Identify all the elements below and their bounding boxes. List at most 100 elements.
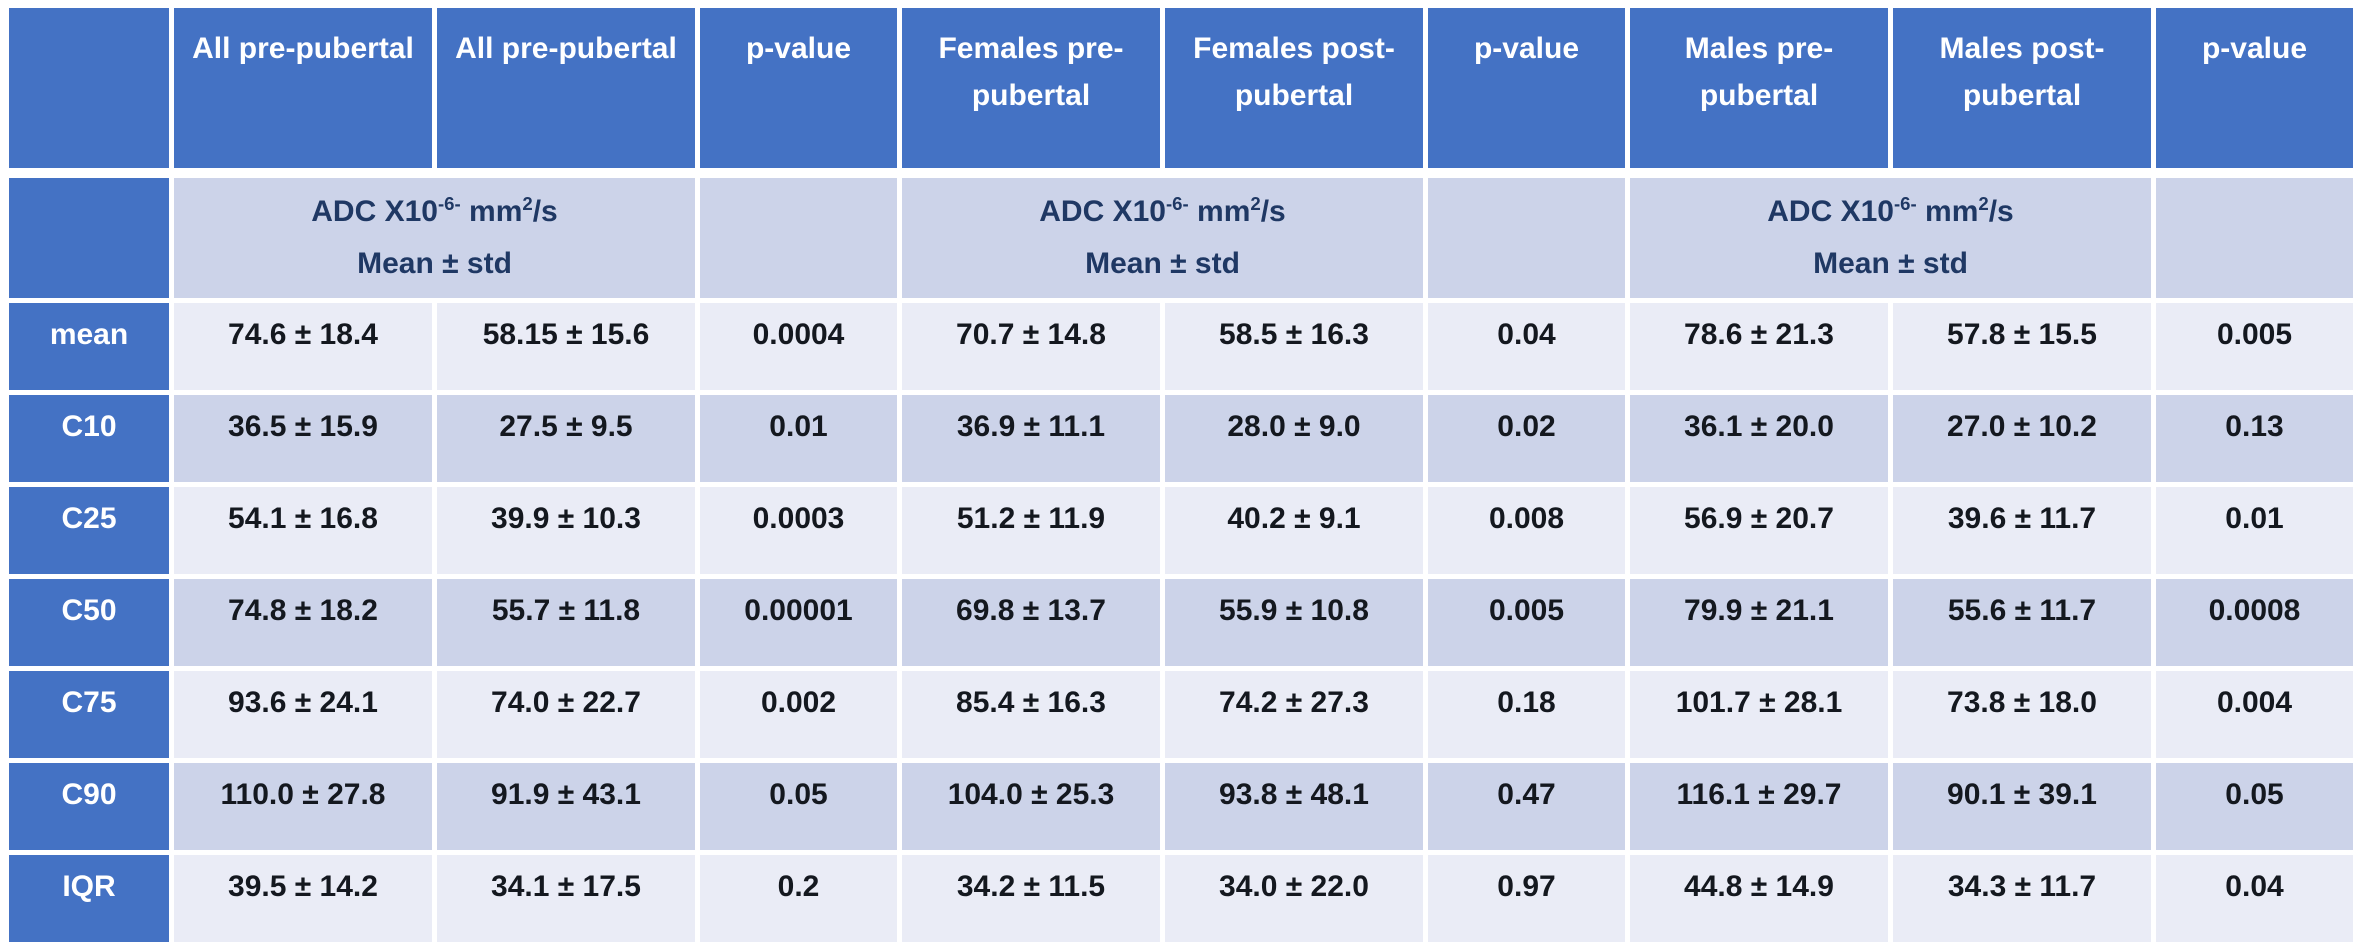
- cell: 93.8 ± 48.1: [1165, 763, 1423, 850]
- cell: 0.01: [2156, 487, 2353, 574]
- cell: 0.002: [700, 671, 897, 758]
- cell: 28.0 ± 9.0: [1165, 395, 1423, 482]
- cell: 36.9 ± 11.1: [902, 395, 1160, 482]
- cell: 34.2 ± 11.5: [902, 855, 1160, 942]
- unit-mid: mm: [1188, 194, 1251, 228]
- cell: 0.18: [1428, 671, 1625, 758]
- table-row-c10: C10 36.5 ± 15.9 27.5 ± 9.5 0.01 36.9 ± 1…: [9, 395, 2353, 482]
- cell: 79.9 ± 21.1: [1630, 579, 1888, 666]
- table-row-c90: C90 110.0 ± 27.8 91.9 ± 43.1 0.05 104.0 …: [9, 763, 2353, 850]
- subheader-adc-unit-males: ADC X10-6- mm2/s Mean ± std: [1630, 178, 2151, 298]
- cell: 0.01: [700, 395, 897, 482]
- unit-square: 2: [1250, 192, 1261, 214]
- cell: 39.9 ± 10.3: [437, 487, 695, 574]
- cell: 34.0 ± 22.0: [1165, 855, 1423, 942]
- unit-square: 2: [522, 192, 533, 214]
- header-row: All pre-pubertal All pre-pubertal p-valu…: [9, 8, 2353, 173]
- subheader-row: ADC X10-6- mm2/s Mean ± std ADC X10-6- m…: [9, 178, 2353, 298]
- cell: 58.15 ± 15.6: [437, 303, 695, 390]
- cell: 85.4 ± 16.3: [902, 671, 1160, 758]
- cell: 0.00001: [700, 579, 897, 666]
- unit-mid: mm: [460, 194, 523, 228]
- cell: 0.0008: [2156, 579, 2353, 666]
- cell: 0.005: [1428, 579, 1625, 666]
- cell: 44.8 ± 14.9: [1630, 855, 1888, 942]
- cell: 34.3 ± 11.7: [1893, 855, 2151, 942]
- cell: 55.7 ± 11.8: [437, 579, 695, 666]
- cell: 0.05: [700, 763, 897, 850]
- cell: 39.5 ± 14.2: [174, 855, 432, 942]
- cell: 101.7 ± 28.1: [1630, 671, 1888, 758]
- cell: 51.2 ± 11.9: [902, 487, 1160, 574]
- unit-suffix: /s: [1260, 194, 1286, 228]
- mean-std-label: Mean ± std: [1813, 247, 1968, 280]
- cell: 39.6 ± 11.7: [1893, 487, 2151, 574]
- cell: 73.8 ± 18.0: [1893, 671, 2151, 758]
- table-row-c25: C25 54.1 ± 16.8 39.9 ± 10.3 0.0003 51.2 …: [9, 487, 2353, 574]
- table-row-c50: C50 74.8 ± 18.2 55.7 ± 11.8 0.00001 69.8…: [9, 579, 2353, 666]
- cell: 69.8 ± 13.7: [902, 579, 1160, 666]
- cell: 27.5 ± 9.5: [437, 395, 695, 482]
- cell: 0.008: [1428, 487, 1625, 574]
- cell: 56.9 ± 20.7: [1630, 487, 1888, 574]
- header-females-post-pubertal: Females post-pubertal: [1165, 8, 1423, 173]
- row-label: C75: [9, 671, 169, 758]
- unit-exponent: -6-: [1165, 192, 1189, 214]
- unit-mid: mm: [1916, 194, 1979, 228]
- unit-prefix: ADC X10: [1039, 194, 1166, 228]
- cell: 74.0 ± 22.7: [437, 671, 695, 758]
- cell: 0.2: [700, 855, 897, 942]
- cell: 0.02: [1428, 395, 1625, 482]
- corner-cell: [9, 8, 169, 173]
- cell: 54.1 ± 16.8: [174, 487, 432, 574]
- cell: 70.7 ± 14.8: [902, 303, 1160, 390]
- header-all-pre-pubertal-1: All pre-pubertal: [174, 8, 432, 173]
- cell: 74.2 ± 27.3: [1165, 671, 1423, 758]
- cell: 78.6 ± 21.3: [1630, 303, 1888, 390]
- table-row-c75: C75 93.6 ± 24.1 74.0 ± 22.7 0.002 85.4 ±…: [9, 671, 2353, 758]
- cell: 27.0 ± 10.2: [1893, 395, 2151, 482]
- cell: 40.2 ± 9.1: [1165, 487, 1423, 574]
- cell: 0.04: [2156, 855, 2353, 942]
- cell: 55.6 ± 11.7: [1893, 579, 2151, 666]
- cell: 36.5 ± 15.9: [174, 395, 432, 482]
- cell: 104.0 ± 25.3: [902, 763, 1160, 850]
- unit-suffix: /s: [532, 194, 558, 228]
- cell: 116.1 ± 29.7: [1630, 763, 1888, 850]
- row-label: IQR: [9, 855, 169, 942]
- cell: 74.6 ± 18.4: [174, 303, 432, 390]
- subheader-empty-2: [1428, 178, 1625, 298]
- cell: 91.9 ± 43.1: [437, 763, 695, 850]
- subheader-empty-3: [2156, 178, 2353, 298]
- header-males-pre-pubertal: Males pre-pubertal: [1630, 8, 1888, 173]
- cell: 57.8 ± 15.5: [1893, 303, 2151, 390]
- header-females-pre-pubertal: Females pre-pubertal: [902, 8, 1160, 173]
- subheader-corner-cell: [9, 178, 169, 298]
- cell: 58.5 ± 16.3: [1165, 303, 1423, 390]
- cell: 74.8 ± 18.2: [174, 579, 432, 666]
- row-label: C50: [9, 579, 169, 666]
- cell: 0.005: [2156, 303, 2353, 390]
- adc-statistics-table: All pre-pubertal All pre-pubertal p-valu…: [4, 3, 2358, 947]
- row-label: C10: [9, 395, 169, 482]
- row-label: C90: [9, 763, 169, 850]
- cell: 0.0004: [700, 303, 897, 390]
- cell: 110.0 ± 27.8: [174, 763, 432, 850]
- cell: 93.6 ± 24.1: [174, 671, 432, 758]
- adc-unit-label: ADC X10-6- mm2/s: [1630, 186, 2151, 239]
- unit-exponent: -6-: [1893, 192, 1917, 214]
- cell: 0.05: [2156, 763, 2353, 850]
- cell: 0.13: [2156, 395, 2353, 482]
- header-p-value-2: p-value: [1428, 8, 1625, 173]
- cell: 36.1 ± 20.0: [1630, 395, 1888, 482]
- table-row-iqr: IQR 39.5 ± 14.2 34.1 ± 17.5 0.2 34.2 ± 1…: [9, 855, 2353, 942]
- adc-unit-label: ADC X10-6- mm2/s: [902, 186, 1423, 239]
- cell: 34.1 ± 17.5: [437, 855, 695, 942]
- mean-std-label: Mean ± std: [1085, 247, 1240, 280]
- cell: 0.004: [2156, 671, 2353, 758]
- adc-unit-label: ADC X10-6- mm2/s: [174, 186, 695, 239]
- row-label: C25: [9, 487, 169, 574]
- header-all-pre-pubertal-2: All pre-pubertal: [437, 8, 695, 173]
- unit-square: 2: [1978, 192, 1989, 214]
- header-p-value-1: p-value: [700, 8, 897, 173]
